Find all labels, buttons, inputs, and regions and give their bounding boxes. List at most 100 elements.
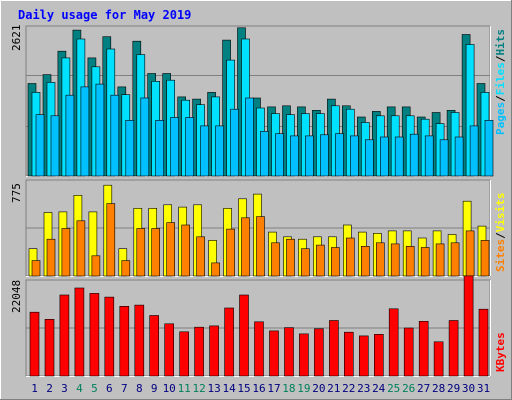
bar-sites-day-11 — [181, 224, 190, 277]
bar-pages-day-2 — [50, 115, 60, 177]
bar-sites-day-17 — [271, 242, 280, 277]
bar-sites-day-3 — [61, 228, 71, 277]
legend-visits: Visits — [494, 193, 507, 233]
bar-kbytes-day-22 — [343, 331, 354, 377]
bar-pages-day-9 — [155, 120, 164, 177]
bar-kbytes-day-11 — [179, 331, 189, 377]
bar-kbytes-day-31 — [478, 308, 489, 377]
bar-sites-day-18 — [286, 238, 295, 277]
legend-sep-2: / — [494, 55, 507, 62]
x-tick-label: 10 — [163, 382, 176, 395]
bar-sites-day-6 — [106, 203, 116, 277]
x-tick-label: 17 — [267, 382, 280, 395]
bar-sites-day-15 — [241, 217, 250, 277]
bar-sites-day-1 — [31, 260, 41, 277]
bar-sites-day-10 — [166, 222, 175, 277]
bar-pages-day-25 — [394, 136, 404, 177]
x-tick-label: 4 — [76, 382, 83, 395]
x-tick-label: 3 — [61, 382, 68, 395]
x-tick-label: 26 — [402, 382, 415, 395]
bar-pages-day-21 — [335, 133, 344, 177]
bar-pages-day-5 — [95, 83, 105, 177]
legend-middle: Sites/Visits — [494, 193, 507, 273]
bar-kbytes-day-4 — [74, 287, 85, 377]
bar-pages-day-31 — [484, 120, 494, 177]
bar-sites-day-8 — [136, 228, 146, 277]
bar-kbytes-day-28 — [433, 341, 444, 377]
bar-kbytes-day-25 — [388, 308, 399, 377]
x-tick-label: 22 — [342, 382, 355, 395]
bar-kbytes-day-29 — [448, 320, 459, 377]
bar-sites-day-27 — [420, 247, 430, 277]
bar-pages-day-8 — [140, 97, 150, 177]
bar-pages-day-13 — [215, 125, 224, 177]
bar-pages-day-28 — [439, 139, 449, 177]
bar-kbytes-day-26 — [403, 327, 414, 377]
x-tick-label: 21 — [327, 382, 340, 395]
x-tick-label: 5 — [91, 382, 98, 395]
legend-top: Pages/Files/Hits — [494, 29, 507, 135]
legend-pages: Pages — [494, 102, 507, 135]
bar-kbytes-day-8 — [134, 304, 145, 377]
bar-sites-day-29 — [450, 242, 460, 277]
bar-kbytes-day-9 — [149, 315, 159, 377]
x-tick-label: 15 — [237, 382, 250, 395]
bar-pages-day-30 — [469, 125, 479, 177]
x-tick-label: 8 — [136, 382, 143, 395]
x-tick-label: 28 — [432, 382, 445, 395]
bar-kbytes-day-13 — [209, 325, 219, 377]
bar-pages-day-24 — [379, 136, 389, 177]
bar-kbytes-day-17 — [269, 330, 279, 377]
bar-pages-day-19 — [305, 135, 314, 177]
bar-kbytes-day-15 — [239, 294, 249, 377]
x-tick-label: 29 — [447, 382, 460, 395]
bar-kbytes-day-10 — [164, 323, 174, 377]
ymax-label-top: 2621 — [10, 25, 23, 52]
bar-pages-day-22 — [349, 135, 359, 177]
bar-sites-day-23 — [360, 246, 370, 277]
bar-kbytes-day-21 — [329, 320, 339, 377]
bar-sites-day-4 — [76, 220, 86, 277]
bar-kbytes-day-18 — [284, 327, 294, 377]
bar-kbytes-day-16 — [254, 321, 264, 377]
legend-hits: Hits — [494, 29, 507, 56]
x-tick-label: 11 — [178, 382, 191, 395]
bar-sites-day-26 — [405, 246, 415, 277]
legend-kbytes: KBytes — [494, 332, 507, 372]
legend-sep-1: / — [494, 95, 507, 102]
bar-kbytes-day-23 — [358, 335, 369, 377]
bar-pages-day-17 — [275, 133, 284, 177]
x-tick-label: 25 — [387, 382, 400, 395]
bar-sites-day-12 — [196, 236, 205, 277]
bar-kbytes-day-20 — [314, 328, 324, 377]
bar-kbytes-day-12 — [194, 326, 204, 377]
bar-pages-day-3 — [65, 94, 75, 177]
x-tick-label: 9 — [151, 382, 158, 395]
bar-sites-day-31 — [480, 240, 490, 277]
bar-kbytes-day-7 — [119, 305, 130, 377]
bar-sites-day-21 — [331, 247, 340, 277]
bar-sites-day-20 — [316, 244, 325, 277]
bar-sites-day-25 — [390, 243, 400, 277]
x-tick-label: 20 — [312, 382, 325, 395]
bar-sites-day-24 — [375, 242, 385, 277]
bar-kbytes-day-19 — [299, 333, 309, 377]
bar-sites-day-28 — [435, 243, 445, 277]
bar-pages-day-12 — [200, 125, 209, 177]
x-tick-label: 18 — [282, 382, 295, 395]
bar-kbytes-day-24 — [373, 333, 384, 377]
bar-kbytes-day-5 — [89, 293, 100, 377]
bar-kbytes-day-27 — [418, 320, 429, 377]
legend-files: Files — [494, 62, 507, 95]
x-tick-label: 2 — [46, 382, 53, 395]
x-tick-label: 7 — [121, 382, 128, 395]
bar-pages-day-20 — [320, 134, 329, 177]
bar-kbytes-day-2 — [44, 318, 55, 377]
x-tick-label: 14 — [222, 382, 236, 395]
legend-sep-3: / — [494, 232, 507, 239]
x-tick-label: 23 — [357, 382, 370, 395]
bar-pages-day-1 — [35, 114, 45, 177]
bar-pages-day-26 — [409, 133, 419, 177]
bar-sites-day-5 — [91, 255, 101, 277]
